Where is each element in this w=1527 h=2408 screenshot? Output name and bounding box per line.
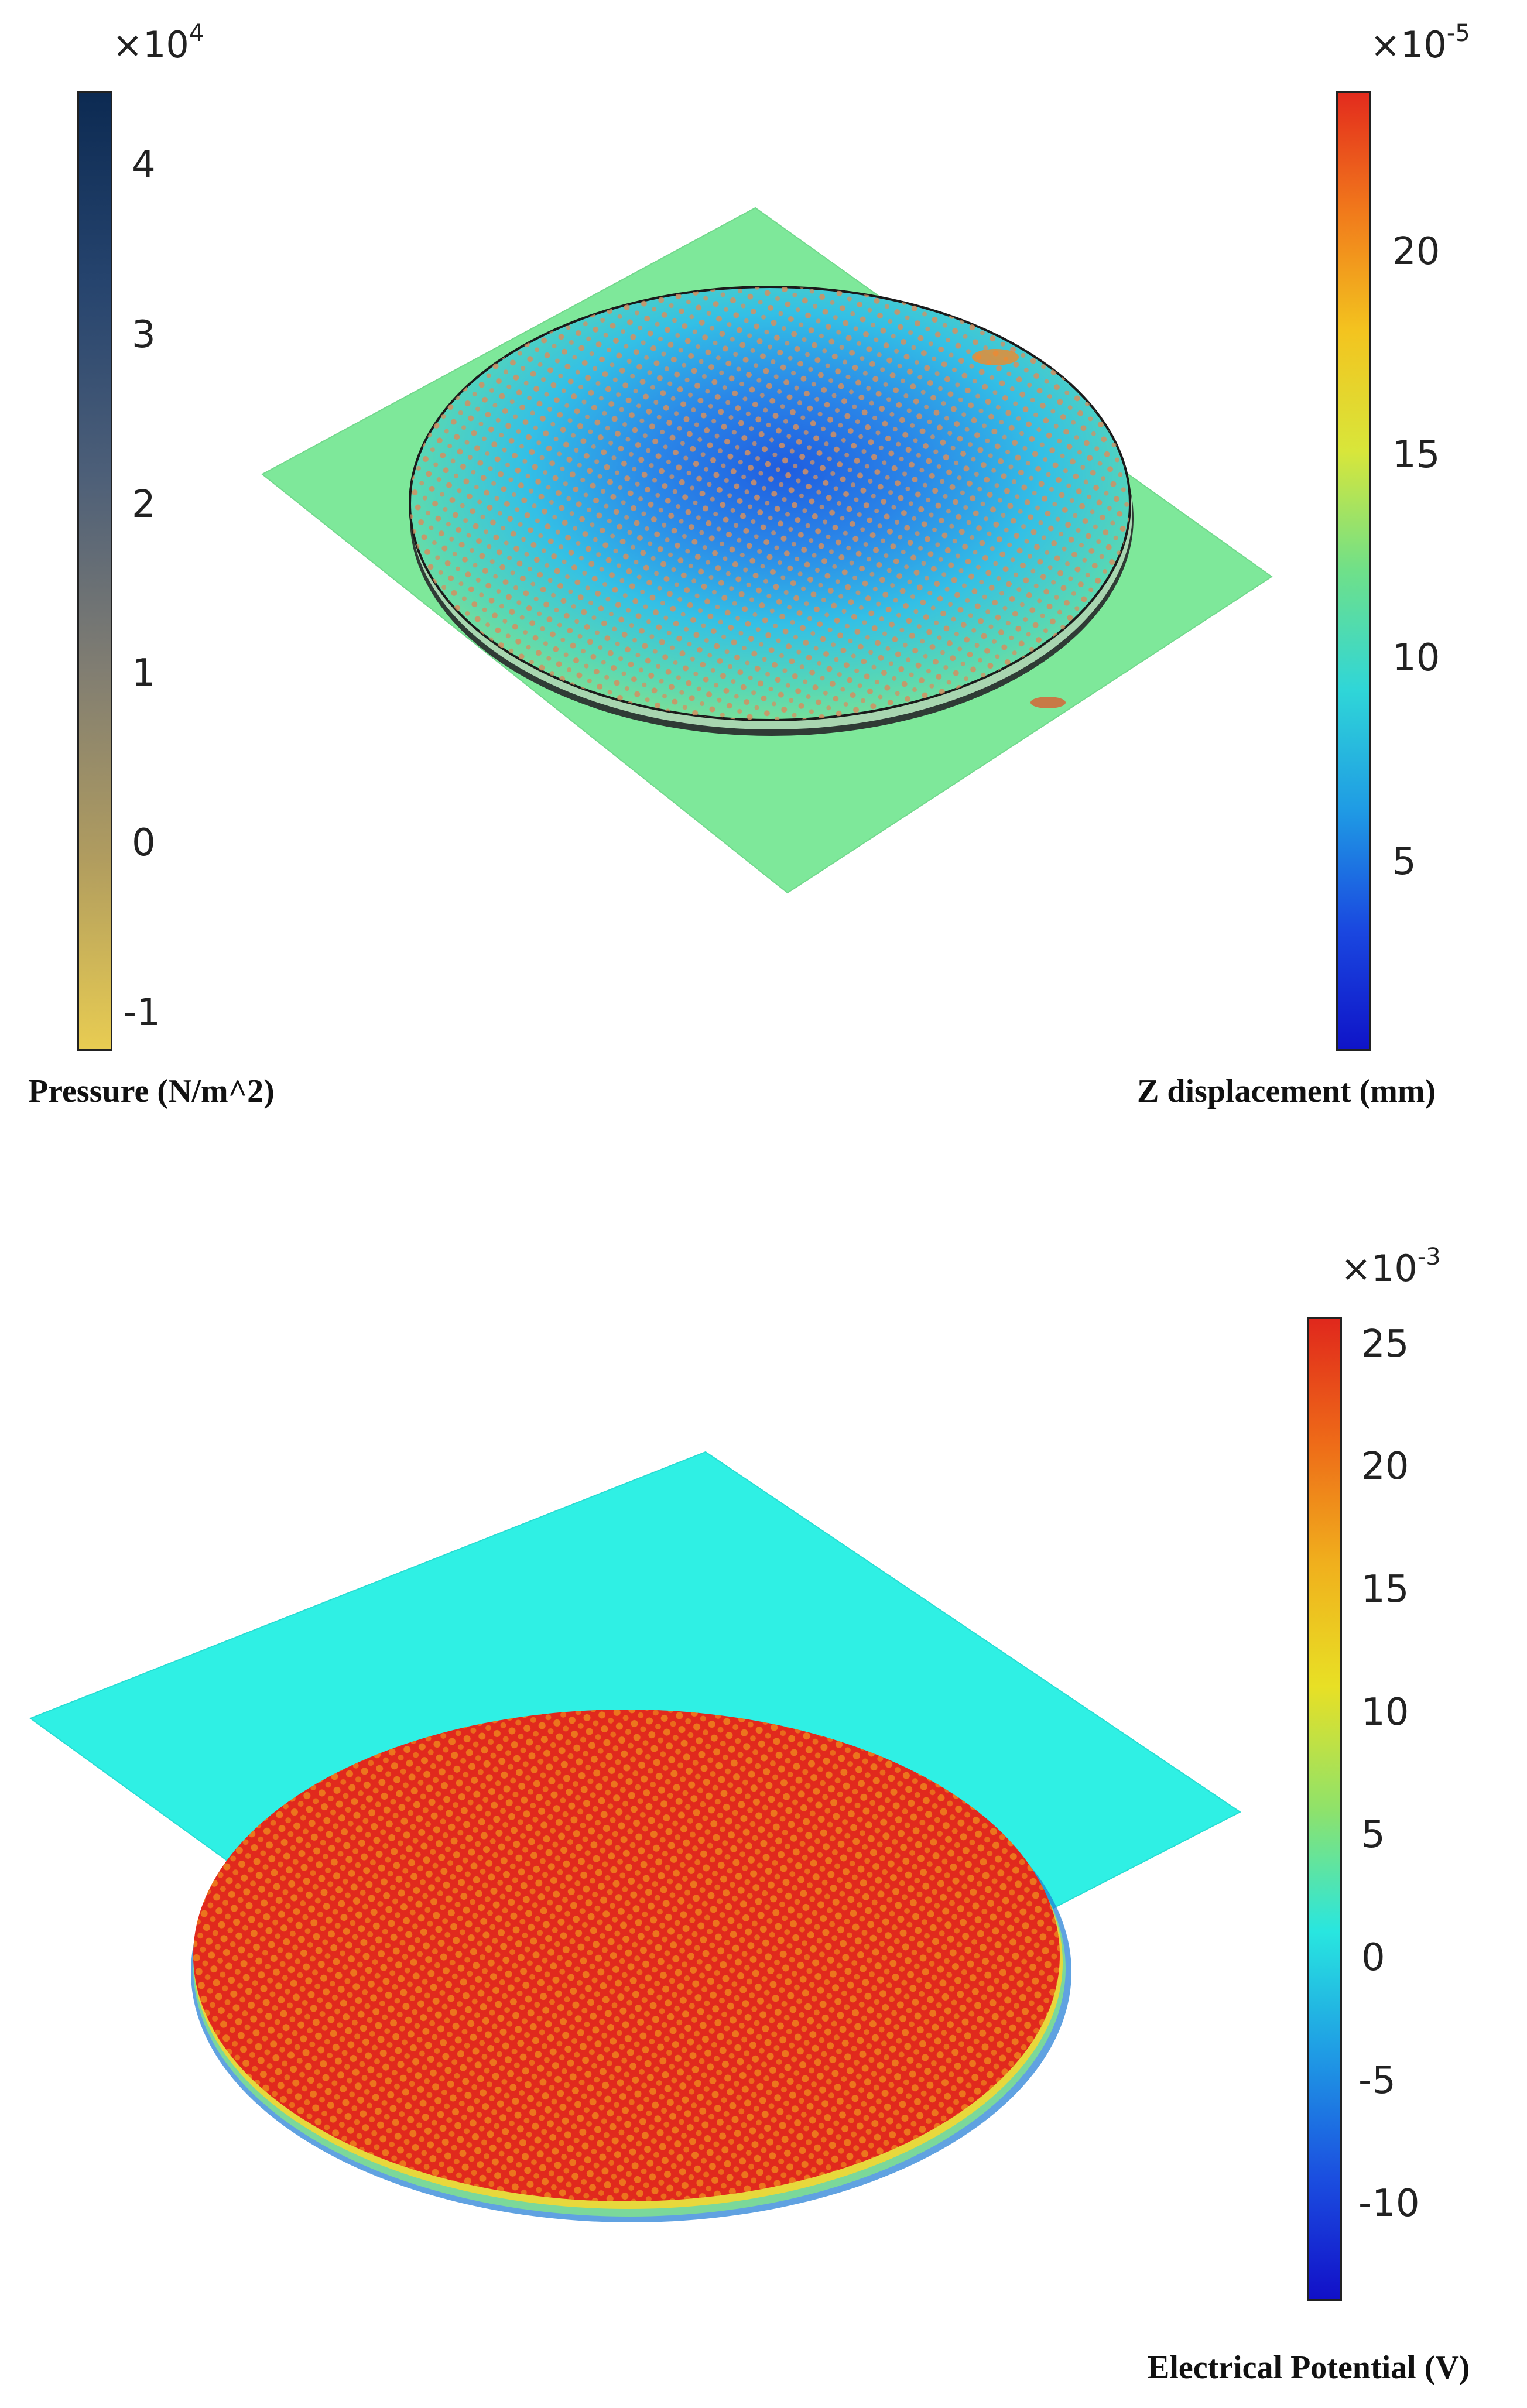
potential-tick: -10 <box>1358 2182 1420 2225</box>
potential-tick: 15 <box>1361 1568 1409 1611</box>
potential-tick: 10 <box>1361 1691 1409 1734</box>
potential-tick: 25 <box>1361 1323 1409 1366</box>
pressure-tick: 4 <box>132 143 156 187</box>
potential-tick: -5 <box>1358 2059 1396 2102</box>
zdisp-multiplier: ×10-5 <box>1370 20 1470 66</box>
pressure-tick: 1 <box>132 652 156 695</box>
pressure-colorbar <box>77 91 112 1051</box>
pressure-multiplier: ×104 <box>112 20 204 66</box>
potential-multiplier: ×10-3 <box>1341 1244 1441 1290</box>
zdisp-tick: 10 <box>1392 636 1440 680</box>
pressure-tick: -1 <box>123 991 160 1035</box>
zdisp-colorbar <box>1336 91 1371 1051</box>
pressure-tick: 2 <box>132 483 156 526</box>
bottom-panel: ×10-3 25 20 15 10 5 0 -5 -10 Electrical … <box>0 1218 1527 2408</box>
zdisp-tick: 5 <box>1392 840 1416 883</box>
top-panel: ×104 4 3 2 1 0 -1 Pressure (N/m^2) ×10-5… <box>0 0 1527 1171</box>
pressure-colorbar-title: Pressure (N/m^2) <box>28 1073 275 1109</box>
potential-tick: 5 <box>1361 1813 1385 1856</box>
pressure-tick: 0 <box>132 821 156 865</box>
potential-colorbar <box>1307 1317 1342 2301</box>
zdisp-colorbar-title: Z displacement (mm) <box>1137 1073 1436 1109</box>
potential-tick: 20 <box>1361 1445 1409 1488</box>
displacement-surface-plot <box>261 207 1273 894</box>
potential-tick: 0 <box>1361 1936 1385 1979</box>
potential-colorbar-title: Electrical Potential (V) <box>1148 2349 1470 2386</box>
potential-surface-plot <box>29 1451 1241 2222</box>
pressure-tick: 3 <box>132 313 156 357</box>
zdisp-tick: 15 <box>1392 433 1440 477</box>
zdisp-tick: 20 <box>1392 230 1440 273</box>
